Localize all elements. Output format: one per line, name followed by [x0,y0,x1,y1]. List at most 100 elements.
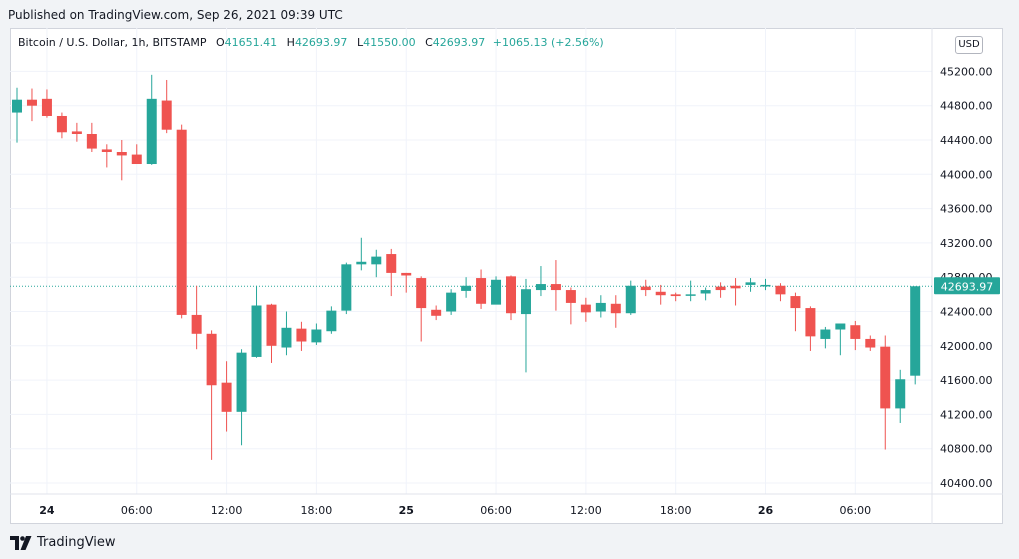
y-tick-label: 42000.00 [940,340,993,353]
chart-frame[interactable] [10,28,1003,524]
legend-high-label: H [286,36,295,49]
candle-body-up [820,329,831,339]
candle-body-down [401,272,412,276]
candle-body-up [685,294,696,296]
candle-body-up [251,305,262,357]
x-tick-label: 18:00 [301,504,333,517]
candle-body-up [760,284,771,287]
last-price-label: 42693.97 [941,280,994,293]
candle-body-down [476,278,487,304]
y-tick-label: 43600.00 [940,203,993,216]
x-tick-label: 12:00 [570,504,602,517]
candle-body-down [176,129,187,315]
candle-body-down [610,303,621,314]
y-tick-label: 44000.00 [940,168,993,181]
candle-body-down [565,290,576,303]
candle-body-down [191,314,202,334]
y-tick-label: 44400.00 [940,134,993,147]
tradingview-brand-text: TradingView [37,535,116,550]
candle-body-down [670,294,681,297]
y-tick-label: 40400.00 [940,477,993,490]
candle-body-down [715,286,726,291]
x-tick-label: 24 [39,504,55,517]
candle-body-up [341,264,352,311]
legend-open-value: 41651.41 [224,36,278,49]
candle-body-up [371,256,382,265]
published-caption: Published on TradingView.com, Sep 26, 20… [8,8,343,22]
candle-body-down [26,99,37,106]
candle-body-down [550,284,561,291]
currency-button[interactable]: USD [955,36,983,54]
x-tick-label: 12:00 [211,504,243,517]
candle-body-up [535,284,546,291]
top-bar: Published on TradingView.com, Sep 26, 20… [0,0,1019,28]
legend-high-value: 42693.97 [294,36,348,49]
candle-body-down [206,333,217,386]
candle-body-down [850,325,861,339]
candle-body-down [640,286,651,291]
candle-body-up [236,352,247,412]
candle-body-up [745,282,756,285]
candle-body-up [446,292,457,312]
candle-body-up [595,302,606,312]
candle-body-up [895,379,906,409]
candle-body-down [730,285,741,289]
candle-body-down [880,346,891,409]
candle-body-up [311,329,322,343]
candle-body-down [506,276,517,314]
x-tick-label: 06:00 [121,504,153,517]
x-tick-label: 25 [399,504,414,517]
candle-body-down [221,382,232,412]
candle-body-up [491,279,502,305]
candle-body-down [101,149,112,153]
legend-symbol[interactable]: Bitcoin / U.S. Dollar, 1h, BITSTAMP [18,36,207,49]
x-tick-label: 06:00 [480,504,512,517]
candle-body-down [131,154,142,165]
legend-low-label: L [356,36,364,49]
candle-body-down [655,291,666,296]
tradingview-logo-icon [10,535,32,550]
candle-body-down [386,254,397,273]
candle-body-up [146,98,157,165]
y-tick-label: 42400.00 [940,306,993,319]
y-tick-label: 40800.00 [940,443,993,456]
candle-body-up [835,323,846,330]
candle-body-down [266,304,277,346]
y-tick-label: 41600.00 [940,374,993,387]
candle-body-up [461,285,472,291]
y-tick-label: 44800.00 [940,100,993,113]
chart-legend: Bitcoin / U.S. Dollar, 1h, BITSTAMP O416… [18,36,604,49]
legend-close-label: C [425,36,433,49]
y-tick-label: 43200.00 [940,237,993,250]
candle-body-down [775,285,786,295]
candle-body-down [416,278,427,309]
candle-body-down [431,309,442,316]
candle-body-down [161,100,172,130]
candlestick-chart[interactable]: 40400.00 40800.00 41200.00 41600.00 42000.00… [10,28,1003,524]
candle-body-down [790,296,801,309]
x-tick-label: 06:00 [839,504,871,517]
candle-body-up [326,310,337,332]
candle-body-up [520,289,531,315]
candle-body-up [356,261,367,265]
legend-open-label: O [215,36,225,49]
candle-body-up [281,327,292,348]
legend-low-value: 41550.00 [363,36,416,49]
candle-body-down [805,308,816,337]
legend-change-value: +1065.13 (+2.56%) [492,36,604,49]
candle-body-down [86,133,97,149]
candle-body-up [910,286,921,376]
footer-bar [0,526,1019,559]
candle-body-up [625,285,636,314]
candle-body-down [56,115,67,133]
tradingview-brand[interactable]: TradingView [10,535,116,550]
x-tick-label: 26 [758,504,774,517]
last-price-badge [934,277,1000,295]
y-tick-label: 45200.00 [940,65,993,78]
x-tick-label: 18:00 [660,504,692,517]
candle-body-up [12,99,22,113]
candle-body-down [41,98,52,116]
legend-close-value: 42693.97 [432,36,486,49]
candle-body-down [116,152,127,156]
y-tick-label: 41200.00 [940,408,993,421]
